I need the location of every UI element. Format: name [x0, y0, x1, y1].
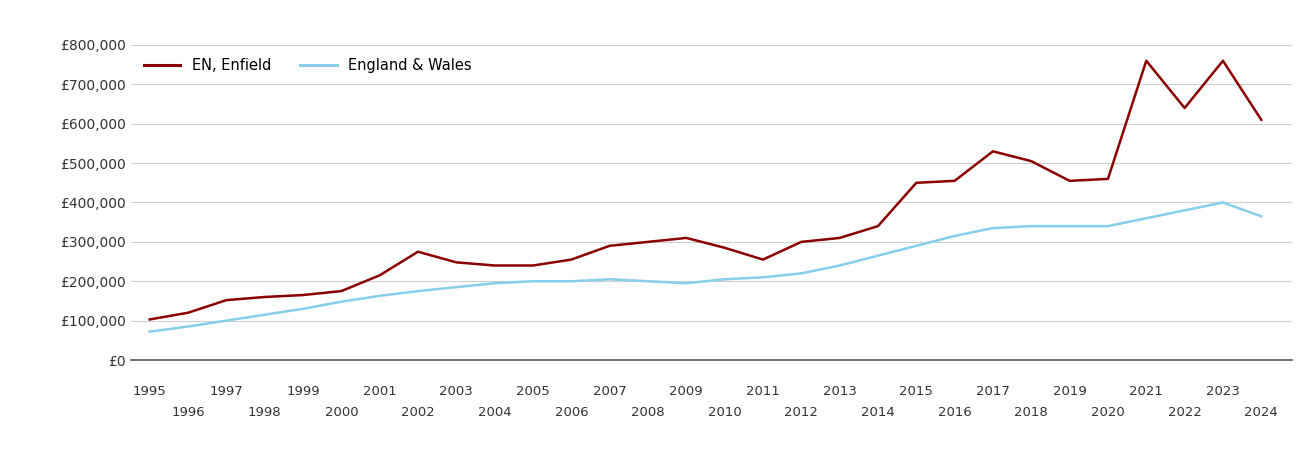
England & Wales — [1023, 223, 1039, 229]
Text: 2019: 2019 — [1053, 385, 1087, 398]
Text: 2015: 2015 — [899, 385, 933, 398]
Text: 2000: 2000 — [325, 406, 358, 419]
England & Wales — [870, 253, 886, 258]
Text: 1999: 1999 — [286, 385, 320, 398]
England & Wales — [831, 263, 847, 268]
EN, Enfield — [716, 245, 732, 251]
England & Wales — [142, 329, 158, 334]
Text: 2002: 2002 — [401, 406, 435, 419]
EN, Enfield — [1177, 105, 1193, 111]
EN, Enfield — [947, 178, 963, 184]
England & Wales — [641, 279, 656, 284]
Text: 2021: 2021 — [1129, 385, 1163, 398]
Text: 2018: 2018 — [1014, 406, 1048, 419]
England & Wales — [985, 225, 1001, 231]
Text: 2022: 2022 — [1168, 406, 1202, 419]
EN, Enfield — [908, 180, 924, 185]
EN, Enfield — [564, 257, 579, 262]
Line: EN, Enfield: EN, Enfield — [150, 61, 1262, 320]
EN, Enfield — [756, 257, 771, 262]
England & Wales — [449, 284, 465, 290]
England & Wales — [218, 318, 234, 323]
EN, Enfield — [793, 239, 809, 244]
Text: 2004: 2004 — [478, 406, 512, 419]
England & Wales — [295, 306, 311, 311]
Text: 2010: 2010 — [707, 406, 741, 419]
England & Wales — [257, 312, 273, 317]
Text: 2020: 2020 — [1091, 406, 1125, 419]
England & Wales — [1138, 216, 1154, 221]
EN, Enfield — [372, 273, 388, 278]
England & Wales — [1100, 223, 1116, 229]
EN, Enfield — [679, 235, 694, 241]
Text: 1998: 1998 — [248, 406, 282, 419]
EN, Enfield — [1062, 178, 1078, 184]
England & Wales — [602, 277, 617, 282]
England & Wales — [180, 324, 196, 329]
England & Wales — [1254, 214, 1270, 219]
EN, Enfield — [1215, 58, 1231, 63]
Text: 2006: 2006 — [555, 406, 589, 419]
Text: 2016: 2016 — [938, 406, 971, 419]
Text: 2001: 2001 — [363, 385, 397, 398]
Line: England & Wales: England & Wales — [150, 202, 1262, 332]
EN, Enfield — [525, 263, 540, 268]
Text: 2013: 2013 — [822, 385, 856, 398]
England & Wales — [1215, 200, 1231, 205]
Text: 1995: 1995 — [133, 385, 167, 398]
Text: 2023: 2023 — [1206, 385, 1240, 398]
England & Wales — [947, 233, 963, 238]
England & Wales — [793, 270, 809, 276]
EN, Enfield — [985, 148, 1001, 154]
EN, Enfield — [295, 292, 311, 298]
England & Wales — [410, 288, 425, 294]
EN, Enfield — [1138, 58, 1154, 63]
Legend: EN, Enfield, England & Wales: EN, Enfield, England & Wales — [138, 52, 478, 79]
EN, Enfield — [180, 310, 196, 315]
Text: 2011: 2011 — [746, 385, 780, 398]
EN, Enfield — [487, 263, 502, 268]
EN, Enfield — [449, 260, 465, 265]
Text: 2003: 2003 — [440, 385, 474, 398]
EN, Enfield — [870, 223, 886, 229]
EN, Enfield — [1100, 176, 1116, 181]
England & Wales — [1177, 207, 1193, 213]
EN, Enfield — [1023, 158, 1039, 164]
EN, Enfield — [1254, 117, 1270, 122]
Text: 2009: 2009 — [669, 385, 703, 398]
Text: 2017: 2017 — [976, 385, 1010, 398]
Text: 1997: 1997 — [210, 385, 243, 398]
Text: 2024: 2024 — [1245, 406, 1278, 419]
EN, Enfield — [257, 294, 273, 300]
England & Wales — [716, 277, 732, 282]
England & Wales — [679, 280, 694, 286]
England & Wales — [1062, 223, 1078, 229]
Text: 2008: 2008 — [632, 406, 664, 419]
England & Wales — [756, 274, 771, 280]
Text: 1996: 1996 — [171, 406, 205, 419]
EN, Enfield — [410, 249, 425, 254]
EN, Enfield — [218, 297, 234, 303]
EN, Enfield — [334, 288, 350, 294]
England & Wales — [487, 280, 502, 286]
Text: 2005: 2005 — [515, 385, 549, 398]
EN, Enfield — [641, 239, 656, 244]
EN, Enfield — [831, 235, 847, 241]
EN, Enfield — [602, 243, 617, 248]
Text: 2007: 2007 — [592, 385, 626, 398]
England & Wales — [334, 299, 350, 304]
England & Wales — [525, 279, 540, 284]
England & Wales — [564, 279, 579, 284]
England & Wales — [372, 293, 388, 298]
Text: 2014: 2014 — [861, 406, 895, 419]
Text: 2012: 2012 — [784, 406, 818, 419]
EN, Enfield — [142, 317, 158, 322]
England & Wales — [908, 243, 924, 248]
